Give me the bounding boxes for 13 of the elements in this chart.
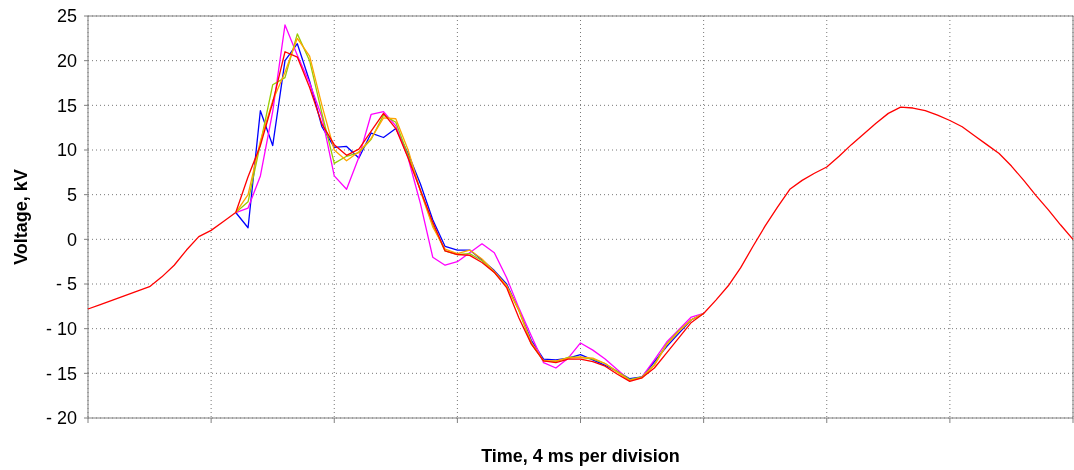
y-tick-label: 0 [66, 229, 77, 250]
y-tick-label: - 5 [55, 274, 77, 295]
line-series [87, 51, 1074, 383]
y-tick-label: 15 [56, 95, 77, 116]
y-tick-label: 10 [56, 140, 77, 161]
y-tick-label: 20 [56, 50, 77, 71]
y-tick-label: 25 [56, 6, 77, 27]
x-axis-title: Time, 4 ms per division [481, 446, 680, 466]
y-tick-label: - 20 [45, 408, 77, 429]
y-tick-label: - 15 [45, 363, 77, 384]
y-axis-title: Voltage, kV [11, 169, 31, 265]
y-tick-label: - 10 [45, 318, 77, 339]
y-tick-label: 5 [66, 184, 77, 205]
